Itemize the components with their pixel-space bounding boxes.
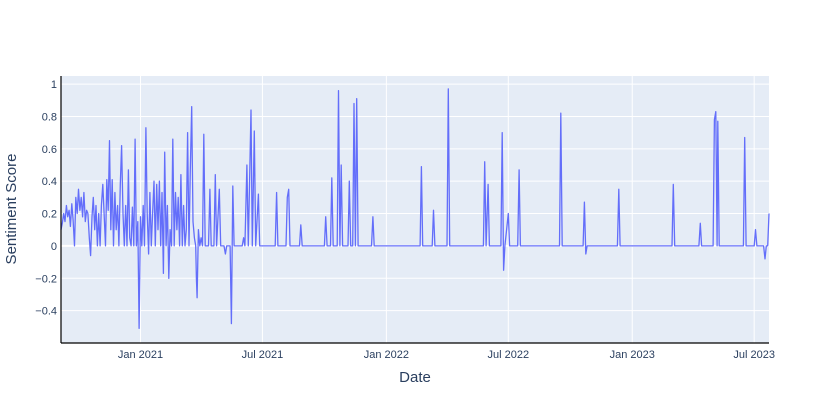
y-tick-label: −0.2: [35, 273, 57, 285]
x-tick-label: Jan 2023: [610, 349, 655, 361]
x-tick-label: Jul 2021: [242, 349, 284, 361]
y-tick-label: 1: [51, 79, 57, 91]
x-axis-title: Date: [399, 369, 431, 386]
sentiment-series-line: [60, 88, 770, 330]
x-tick-label: Jul 2023: [733, 349, 775, 361]
y-tick-label: 0.4: [42, 176, 57, 188]
y-tick-label: 0.6: [42, 144, 57, 156]
y-tick-label: 0.8: [42, 111, 57, 123]
y-tick-labels: −0.4 −0.2 0 0.2 0.4 0.6 0.8 1: [35, 79, 57, 318]
x-tick-labels: Jan 2021 Jul 2021 Jan 2022 Jul 2022 Jan 2023…: [118, 349, 775, 361]
y-tick-label: 0.2: [42, 209, 57, 221]
x-tick-label: Jan 2022: [364, 349, 409, 361]
y-tick-label: −0.4: [35, 306, 57, 318]
y-tick-label: 0: [51, 241, 57, 253]
y-axis-title: Sentiment Score: [3, 154, 20, 265]
x-tick-label: Jul 2022: [488, 349, 530, 361]
x-tick-label: Jan 2021: [118, 349, 163, 361]
